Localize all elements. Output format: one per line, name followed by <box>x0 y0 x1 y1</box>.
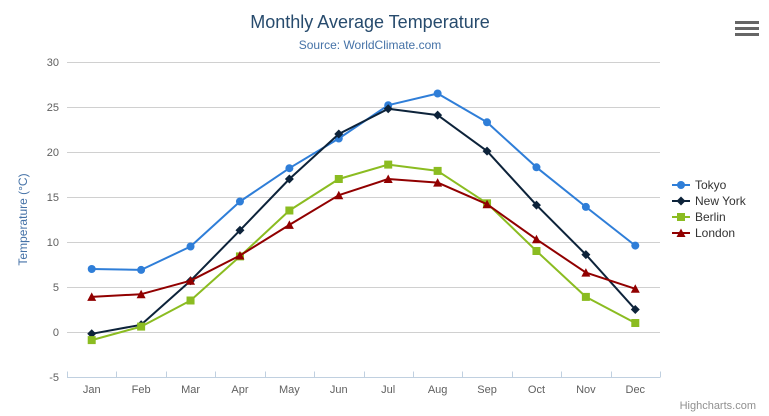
data-point-london[interactable] <box>383 174 393 184</box>
data-point-london[interactable] <box>433 178 443 187</box>
data-point-new-york[interactable] <box>87 329 97 339</box>
tokyo-circle-marker-icon <box>672 181 690 189</box>
x-axis-label: Nov <box>576 384 596 396</box>
x-axis-label: Jun <box>330 384 348 396</box>
data-point-new-york[interactable] <box>433 110 443 120</box>
chart-subtitle: Source: WorldClimate.com <box>298 38 442 52</box>
data-point-london[interactable] <box>581 268 591 277</box>
x-axis-label: Jan <box>83 384 101 396</box>
data-point-new-york[interactable] <box>482 146 492 156</box>
x-axis-label: Dec <box>626 384 646 396</box>
legend-label-berlin: Berlin <box>695 210 726 224</box>
legend-item-london[interactable]: London <box>671 225 746 241</box>
triangle-glyph <box>676 228 686 237</box>
data-point-london[interactable] <box>284 220 294 229</box>
series-line-berlin <box>90 163 637 342</box>
data-point-new-york[interactable] <box>334 129 344 139</box>
data-point-new-york[interactable] <box>284 174 294 184</box>
data-point-berlin[interactable] <box>532 247 541 255</box>
data-point-london[interactable] <box>87 292 97 301</box>
data-point-london[interactable] <box>334 190 344 200</box>
data-point-berlin[interactable] <box>631 319 640 327</box>
credits-link[interactable]: Highcharts.com <box>679 400 756 412</box>
chart-title: Monthly Average Temperature <box>250 12 490 32</box>
y-axis-title: Temperature (°C) <box>16 173 30 265</box>
data-point-london[interactable] <box>531 234 541 244</box>
data-point-tokyo[interactable] <box>87 265 96 273</box>
data-point-new-york[interactable] <box>581 250 591 260</box>
data-point-new-york[interactable] <box>630 305 640 314</box>
data-point-berlin[interactable] <box>581 292 590 301</box>
data-point-tokyo[interactable] <box>285 164 294 173</box>
data-point-london[interactable] <box>482 199 492 209</box>
y-axis-label: 25 <box>47 102 59 114</box>
data-point-new-york[interactable] <box>235 225 245 235</box>
square-glyph <box>677 213 685 221</box>
x-axis-label: Apr <box>231 384 248 396</box>
series-line-london <box>90 178 637 298</box>
new-york-diamond-marker-icon <box>672 196 690 206</box>
data-point-berlin[interactable] <box>334 175 343 183</box>
data-point-berlin[interactable] <box>433 166 442 175</box>
x-axis-label: May <box>279 384 300 396</box>
series-line-tokyo <box>90 92 637 271</box>
berlin-square-marker-icon <box>672 213 690 221</box>
y-axis-label: -5 <box>49 372 59 384</box>
data-point-tokyo[interactable] <box>483 118 492 127</box>
y-axis-label: 10 <box>47 237 59 249</box>
legend-label-new-york: New York <box>695 194 746 208</box>
data-point-new-york[interactable] <box>531 200 541 210</box>
x-axis-label: Oct <box>528 384 545 396</box>
legend-label-tokyo: Tokyo <box>695 178 727 192</box>
data-point-london[interactable] <box>630 284 640 293</box>
data-point-tokyo[interactable] <box>137 265 146 274</box>
x-axis-label: Jul <box>381 384 395 396</box>
data-point-tokyo[interactable] <box>186 242 195 251</box>
series-new-york <box>87 104 640 339</box>
x-axis-label: Mar <box>181 384 200 396</box>
data-point-london[interactable] <box>235 251 245 260</box>
legend-item-berlin[interactable]: Berlin <box>671 209 746 225</box>
london-triangle-marker-icon <box>672 228 690 237</box>
y-axis-label: 15 <box>47 192 59 204</box>
series-tokyo <box>87 89 640 274</box>
data-point-berlin[interactable] <box>285 206 294 215</box>
y-axis-label: 20 <box>47 147 59 159</box>
circle-glyph <box>677 181 685 189</box>
legend-item-new-york[interactable]: New York <box>671 193 746 209</box>
legend-item-tokyo[interactable]: Tokyo <box>671 177 746 193</box>
diamond-glyph <box>676 196 686 206</box>
y-axis-label: 5 <box>53 282 59 294</box>
data-point-tokyo[interactable] <box>433 89 442 98</box>
x-axis-label: Feb <box>132 384 151 396</box>
data-point-tokyo[interactable] <box>235 197 244 206</box>
x-axis-label: Aug <box>428 384 448 396</box>
data-point-london[interactable] <box>186 276 196 285</box>
x-axis-label: Sep <box>477 384 497 396</box>
data-point-tokyo[interactable] <box>532 163 541 172</box>
legend-label-london: London <box>695 226 736 240</box>
data-point-berlin[interactable] <box>186 296 195 305</box>
data-point-new-york[interactable] <box>383 104 393 114</box>
context-menu-button[interactable] <box>735 21 759 37</box>
data-point-berlin[interactable] <box>384 160 393 169</box>
data-point-berlin[interactable] <box>137 322 146 331</box>
data-point-tokyo[interactable] <box>631 241 640 250</box>
series-london <box>87 174 640 301</box>
data-point-tokyo[interactable] <box>581 202 590 211</box>
y-axis-label: 0 <box>53 327 59 339</box>
data-point-berlin[interactable] <box>87 336 96 345</box>
legend: Tokyo New York Berlin London <box>671 177 746 241</box>
y-axis-label: 30 <box>47 57 59 69</box>
hamburger-menu-icon <box>735 21 759 24</box>
series-line-new-york <box>90 107 637 335</box>
data-point-london[interactable] <box>136 289 146 299</box>
